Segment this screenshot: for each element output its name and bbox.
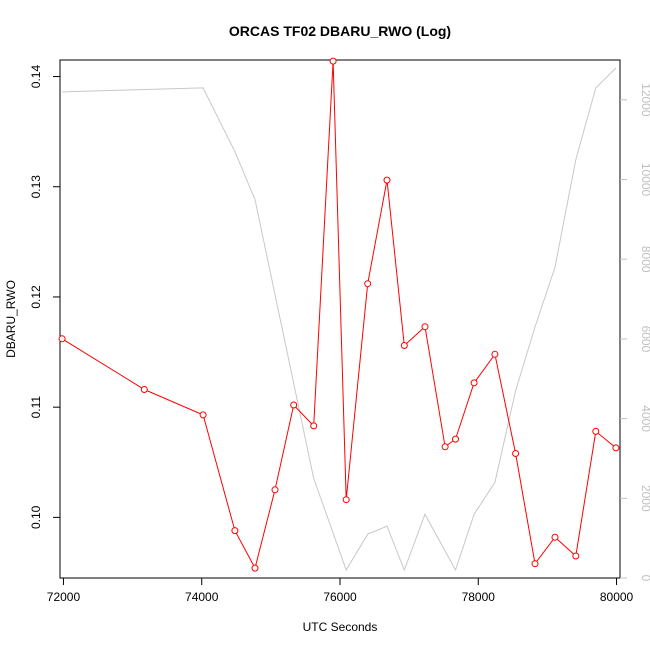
series-layer <box>58 57 620 572</box>
data-point <box>342 496 350 504</box>
data-point <box>140 386 148 393</box>
data-point <box>400 342 408 349</box>
plot-frame <box>59 59 621 579</box>
secondary-y-axis: 0 2000 4000 6000 8000 10000 12000 <box>620 83 650 582</box>
data-point <box>551 533 559 541</box>
data-point <box>290 401 298 409</box>
y2-tick-label: 4000 <box>639 405 650 432</box>
data-point <box>310 422 318 430</box>
data-point <box>251 564 259 572</box>
data-point <box>452 435 459 443</box>
y2-tick-label: 8000 <box>639 246 650 273</box>
data-point <box>364 280 372 288</box>
y2-tick-label: 2000 <box>639 485 650 512</box>
data-point <box>572 552 580 560</box>
data-point <box>199 411 207 419</box>
data-point <box>491 350 499 358</box>
x-tick-label: 76000 <box>323 590 357 604</box>
primary-series-line <box>61 61 617 570</box>
y-tick-label: 0.12 <box>29 285 43 309</box>
data-point <box>271 486 279 494</box>
y2-tick-label: 10000 <box>639 163 650 197</box>
y2-tick-label: 6000 <box>639 326 650 353</box>
data-point <box>531 560 539 568</box>
x-tick-label: 72000 <box>47 590 81 604</box>
y-tick-label: 0.11 <box>29 396 43 419</box>
y-axis: 0.10 0.11 0.12 0.13 0.14 <box>29 65 60 529</box>
y2-tick-label: 12000 <box>639 83 650 117</box>
y-tick-label: 0.13 <box>29 175 43 199</box>
data-point <box>512 450 520 457</box>
data-point <box>470 379 478 387</box>
x-tick-label: 80000 <box>600 590 634 604</box>
chart-title: ORCAS TF02 DBARU_RWO (Log) <box>229 23 451 39</box>
data-point <box>329 57 337 65</box>
y-tick-label: 0.14 <box>29 65 43 89</box>
x-tick-label: 78000 <box>462 590 496 604</box>
y2-tick-label: 0 <box>639 575 650 582</box>
data-point <box>58 335 66 343</box>
data-point <box>231 527 239 535</box>
y-tick-label: 0.10 <box>29 505 43 529</box>
data-point <box>612 444 620 452</box>
x-tick-label: 74000 <box>185 590 219 604</box>
data-point <box>592 427 600 435</box>
data-point <box>383 176 391 184</box>
data-point <box>421 323 429 331</box>
x-axis-label: UTC Seconds <box>303 620 378 634</box>
data-point <box>441 443 449 451</box>
y-axis-label: DBARU_RWO <box>4 280 18 358</box>
secondary-series-line <box>62 67 617 572</box>
x-axis: 72000 74000 76000 78000 80000 <box>47 578 634 604</box>
